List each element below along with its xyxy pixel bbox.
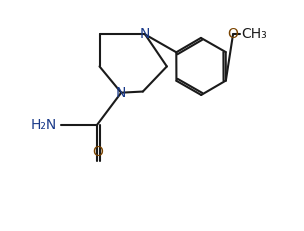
Text: CH₃: CH₃ <box>241 27 267 42</box>
Text: O: O <box>228 27 238 42</box>
Text: O: O <box>92 145 103 159</box>
Text: N: N <box>116 86 126 100</box>
Text: N: N <box>140 27 150 42</box>
Text: H₂N: H₂N <box>31 118 57 132</box>
